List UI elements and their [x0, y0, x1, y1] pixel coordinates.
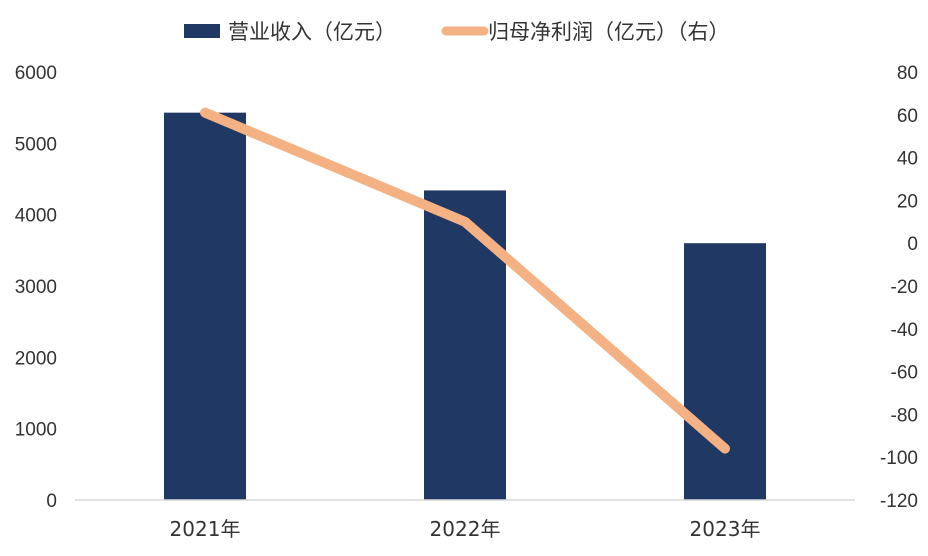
right-tick-label: -120	[880, 491, 918, 512]
legend: 营业收入（亿元） 归母净利润（亿元）（右）	[184, 20, 730, 44]
category-label: 2022年	[430, 517, 501, 541]
left-tick-label: 1000	[15, 420, 57, 441]
x-axis: 2021年 2022年 2023年	[170, 517, 761, 541]
bar-revenue	[164, 112, 246, 500]
bar-revenue	[684, 243, 766, 500]
left-tick-label: 0	[46, 491, 57, 512]
legend-label-revenue: 营业收入（亿元）	[228, 20, 396, 44]
legend-swatch-revenue	[184, 24, 220, 38]
left-tick-label: 3000	[15, 277, 57, 298]
left-axis: 0 1000 2000 3000 4000 5000 6000	[15, 63, 57, 512]
right-tick-label: -20	[891, 277, 918, 298]
left-tick-label: 2000	[15, 348, 57, 369]
right-tick-label: 0	[907, 234, 918, 255]
category-label: 2021年	[170, 517, 241, 541]
bar-series	[164, 112, 766, 500]
right-axis: -120 -100 -80 -60 -40 -20 0 20 40 60 80	[880, 63, 918, 512]
right-tick-label: 20	[897, 191, 918, 212]
right-tick-label: -100	[880, 448, 918, 469]
left-tick-label: 4000	[15, 206, 57, 227]
right-tick-label: 60	[897, 106, 918, 127]
right-tick-label: 40	[897, 149, 918, 170]
legend-label-net-profit: 归母净利润（亿元）（右）	[488, 20, 730, 44]
right-tick-label: -80	[891, 405, 918, 426]
left-tick-label: 6000	[15, 63, 57, 84]
bar-revenue	[424, 190, 506, 500]
right-tick-label: -60	[891, 363, 918, 384]
right-tick-label: 80	[897, 63, 918, 84]
right-tick-label: -40	[891, 320, 918, 341]
left-tick-label: 5000	[15, 134, 57, 155]
category-label: 2023年	[690, 517, 761, 541]
line-series	[200, 107, 730, 454]
